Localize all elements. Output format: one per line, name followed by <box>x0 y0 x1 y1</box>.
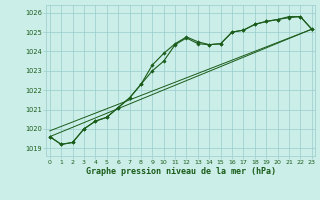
X-axis label: Graphe pression niveau de la mer (hPa): Graphe pression niveau de la mer (hPa) <box>86 167 276 176</box>
